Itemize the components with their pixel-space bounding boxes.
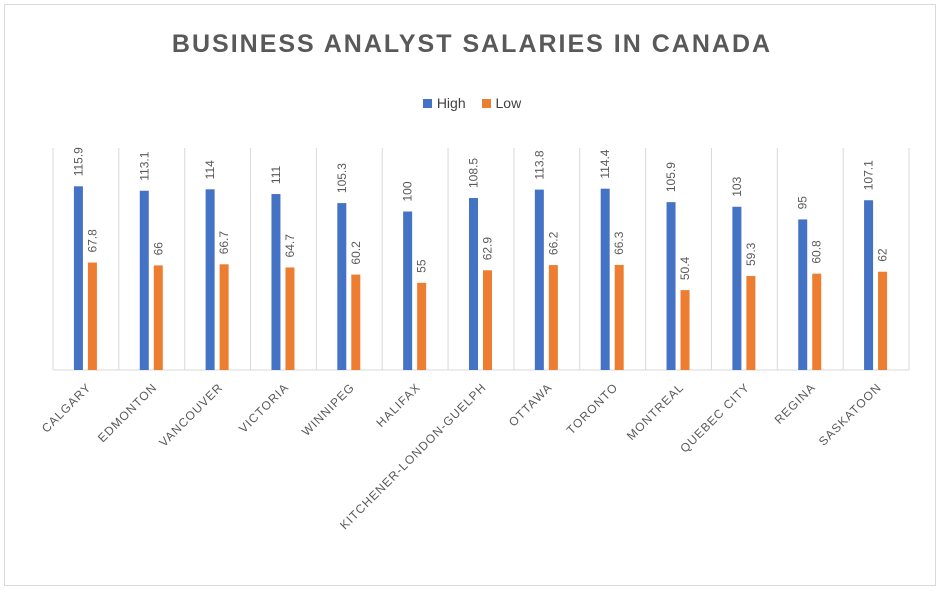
chart-title: BUSINESS ANALYST SALARIES IN CANADA [171,30,773,58]
legend-swatch-low [481,99,491,108]
bar-high [600,188,610,370]
category-label: REGINA [772,380,819,427]
category-label: WINNIPEG [299,380,357,438]
bar-high [337,203,347,370]
category-label: CALGARY [39,380,94,435]
bar-high [139,190,149,370]
data-label-low: 66.7 [217,231,231,255]
category-label: EDMONTON [95,380,160,445]
bar-low [219,264,229,370]
category-label: MONTREAL [624,380,687,443]
bar-low [417,282,427,370]
bar-low [285,267,295,370]
legend-swatch-high [422,99,432,108]
data-label-high: 95 [796,196,810,210]
data-label-high: 105.3 [335,163,349,193]
data-label-low: 60.2 [349,241,363,265]
bar-low [878,271,888,370]
data-label-low: 62 [876,248,890,262]
data-label-high: 113.1 [137,151,151,180]
data-label-high: 114 [203,160,217,179]
category-label: VANCOUVER [156,380,225,449]
data-label-high: 105.9 [664,162,678,192]
data-label-low: 60.8 [810,240,824,264]
bar-low [351,274,361,370]
bar-high [732,206,742,370]
bar-high [666,202,676,370]
bar-high [534,189,544,370]
data-label-low: 59.3 [744,242,758,266]
bar-low [614,264,624,370]
data-label-low: 50.4 [678,256,692,280]
legend-label-high: High [436,95,466,111]
bar-low [548,265,558,370]
bar-high [864,200,874,370]
bar-low [483,270,492,370]
bar-low [680,290,690,370]
bar-low [87,262,97,370]
data-label-high: 108.5 [467,158,481,188]
bar-high [798,219,808,370]
data-label-low: 67.8 [85,229,99,253]
category-label: VICTORIA [236,380,291,435]
legend-item-high: High [422,95,466,111]
data-label-high: 114.4 [598,149,612,178]
data-label-high: 113.8 [532,150,546,179]
bar-high [469,198,478,370]
bar-high [403,211,413,370]
data-label-low: 66.3 [612,231,626,255]
legend-item-low: Low [481,95,522,111]
data-label-low: 64.7 [283,234,297,258]
bar-low [746,276,756,370]
category-label: TORONTO [564,380,621,437]
data-label-high: 115.9 [71,147,85,176]
category-label: HALIFAX [374,380,424,430]
category-label: OTTAWA [506,380,555,429]
data-label-low: 62.9 [481,237,495,261]
data-label-high: 100 [401,181,415,201]
bar-high [271,194,281,370]
legend: High Low [0,95,944,111]
bar-high [205,189,215,370]
category-label: QUEBEC CITY [677,380,752,455]
data-label-low: 55 [415,259,429,273]
data-label-low: 66 [151,242,165,256]
data-label-high: 111 [269,165,283,184]
bar-high [73,186,83,370]
data-label-high: 103 [730,176,744,196]
bar-low [153,265,163,370]
bar-low [812,273,822,370]
category-label: SASKATOON [816,380,884,448]
data-label-low: 66.2 [546,231,560,255]
data-label-high: 107.1 [862,160,876,190]
legend-label-low: Low [495,95,522,111]
category-label: KITCHENER-LONDON-GUELPH [337,380,489,532]
